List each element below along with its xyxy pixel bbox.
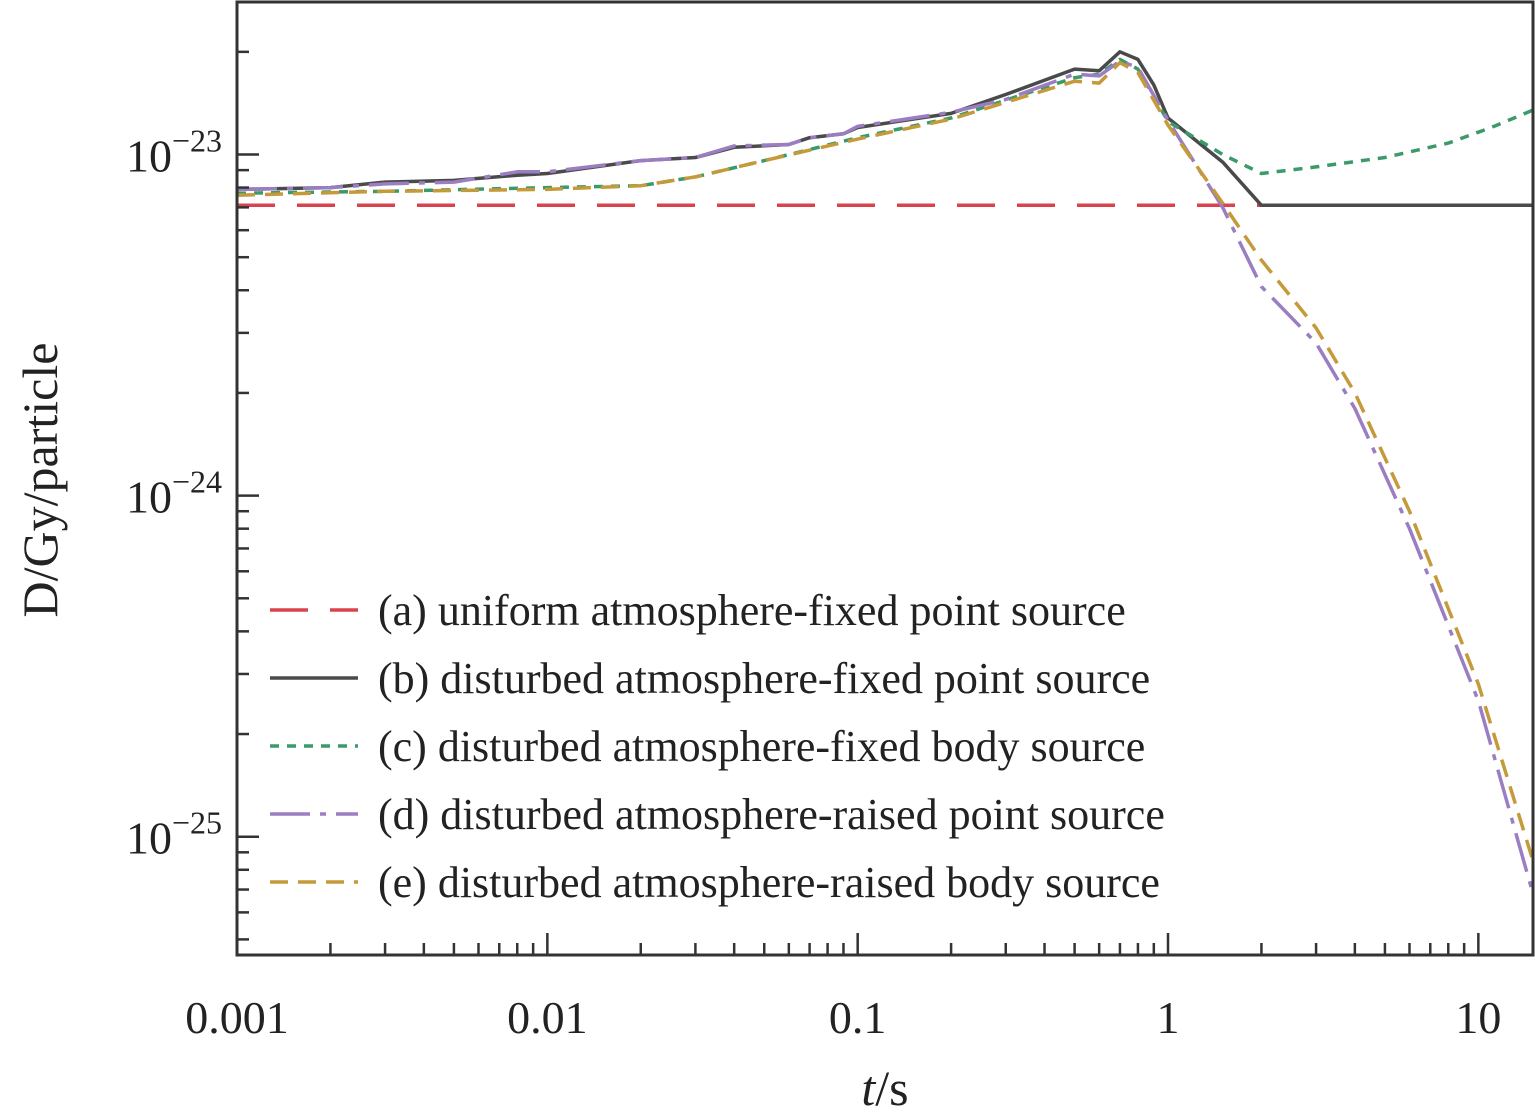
series-line-d bbox=[237, 59, 1533, 895]
legend-label: (a) uniform atmosphere-fixed point sourc… bbox=[378, 586, 1126, 635]
y-tick-label: 10−25 bbox=[126, 805, 222, 864]
series-layer bbox=[237, 50, 1533, 895]
y-axis-label: D/Gy/particle bbox=[12, 343, 68, 618]
legend-label: (c) disturbed atmosphere-fixed body sour… bbox=[378, 722, 1145, 771]
x-tick-label: 0.001 bbox=[185, 992, 289, 1043]
x-tick-label: 0.1 bbox=[829, 992, 887, 1043]
x-tick-label: 0.01 bbox=[507, 992, 588, 1043]
tick-labels: 0.001 0.01 0.1 1 10 10−23 10−24 10−25 bbox=[126, 123, 1501, 1043]
series-line-b bbox=[237, 50, 1533, 208]
x-axis-label-unit: /s bbox=[875, 1060, 908, 1116]
series-line-c bbox=[237, 57, 1533, 195]
legend: (a) uniform atmosphere-fixed point sourc… bbox=[270, 586, 1165, 907]
series-line-e bbox=[237, 60, 1533, 862]
x-tick-label: 10 bbox=[1455, 992, 1501, 1043]
legend-label: (e) disturbed atmosphere-raised body sou… bbox=[378, 858, 1160, 907]
y-tick-label: 10−23 bbox=[126, 123, 222, 182]
x-tick-label: 1 bbox=[1157, 992, 1180, 1043]
x-axis-label: t/s bbox=[861, 1060, 908, 1116]
y-tick-label: 10−24 bbox=[126, 464, 222, 523]
ticks-layer bbox=[235, 50, 1480, 955]
plot-frame bbox=[235, 0, 1535, 957]
x-axis-label-variable: t bbox=[861, 1060, 876, 1116]
legend-label: (b) disturbed atmosphere-fixed point sou… bbox=[378, 654, 1150, 703]
legend-label: (d) disturbed atmosphere-raised point so… bbox=[378, 790, 1165, 839]
